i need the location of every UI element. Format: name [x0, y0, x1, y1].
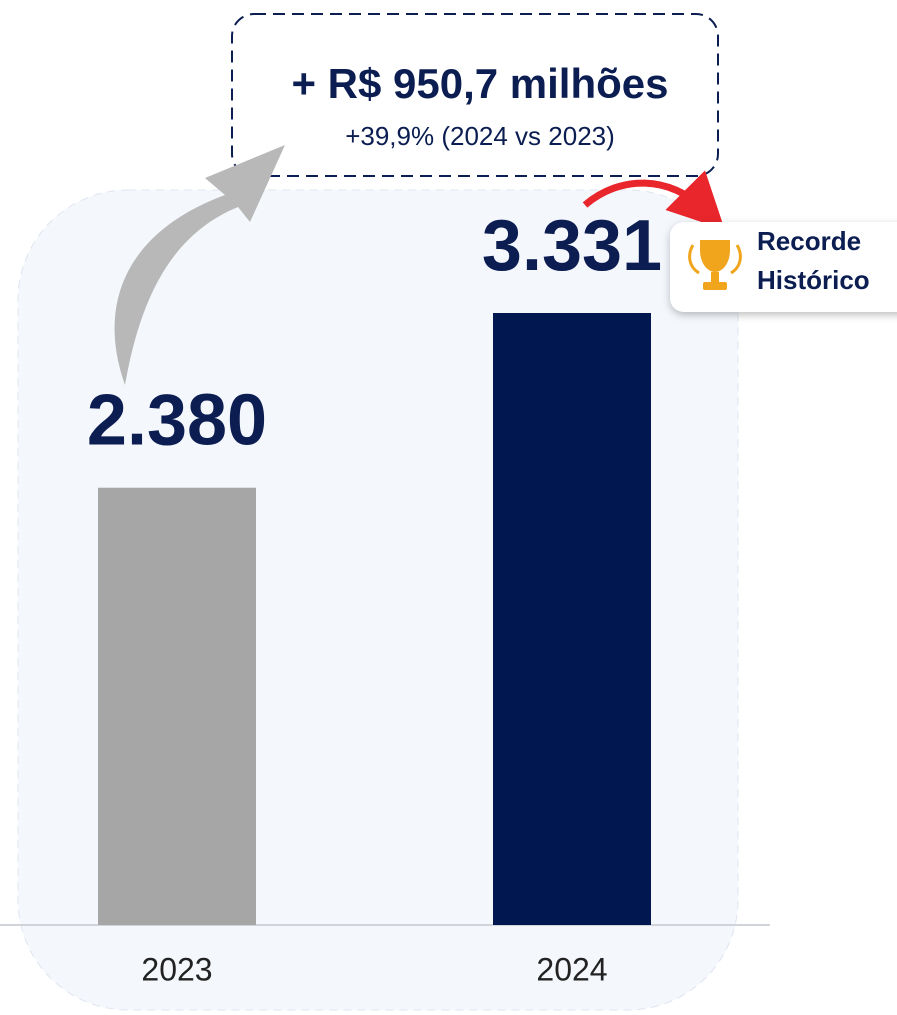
record-arrow: [582, 170, 725, 230]
x-tick-label: 2024: [536, 951, 607, 987]
x-tick-label: 2023: [141, 951, 212, 987]
value-label: 2.380: [87, 381, 267, 461]
value-label: 3.331: [482, 206, 662, 286]
badge-text: Recorde: [757, 226, 861, 256]
bar: [98, 487, 256, 925]
trophy-icon: [688, 240, 742, 290]
badge-text: Histórico: [757, 265, 870, 295]
annotation-subtitle: +39,9% (2024 vs 2023): [345, 121, 615, 151]
annotation-headline: + R$ 950,7 milhões: [291, 60, 668, 107]
growth-arrow: [114, 145, 285, 385]
annotation-box: [231, 13, 719, 177]
bar: [493, 313, 651, 925]
